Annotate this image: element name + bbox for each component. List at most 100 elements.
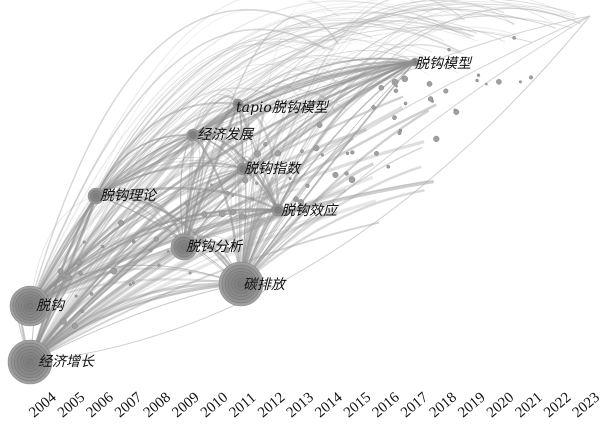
minor-keyword-node (251, 197, 255, 201)
link-arc (192, 94, 239, 136)
minor-keyword-node (392, 115, 397, 120)
keyword-node-economic-development (186, 128, 200, 142)
node-ring (186, 128, 200, 142)
link-arc (95, 194, 243, 285)
envelope-arc (29, 15, 591, 363)
link-arc (180, 134, 194, 248)
link-arc (95, 164, 244, 197)
minor-keyword-node (476, 73, 481, 77)
link-arc (183, 165, 244, 248)
link-arc (29, 168, 244, 307)
minor-keyword-node (100, 244, 105, 249)
minor-keyword-node (225, 190, 230, 196)
minor-keyword-node (74, 294, 78, 298)
node-ring (14, 345, 46, 378)
minor-keyword-node (199, 238, 205, 244)
minor-keyword-node (391, 78, 399, 86)
link-arc (29, 195, 97, 363)
link-arc (29, 28, 326, 307)
link-arc (29, 283, 242, 363)
keyword-node-tapio-model (232, 98, 244, 110)
minor-keyword-node (348, 176, 356, 183)
link-arc (183, 103, 239, 248)
year-label-2018: 2018 (427, 390, 460, 422)
link-arc (29, 9, 312, 307)
link-arc (29, 12, 459, 363)
keyword-node-decoupling-analysis (170, 233, 198, 261)
link-arc (192, 134, 279, 211)
link-arc (29, 55, 371, 363)
node-ring (93, 193, 100, 200)
year-label-2016: 2016 (369, 389, 403, 421)
link-arc (95, 195, 242, 285)
link-arc (192, 134, 279, 211)
minor-keyword-node (453, 108, 457, 112)
link-arc (235, 137, 242, 285)
node-ring (20, 352, 40, 372)
year-label-2019: 2019 (455, 390, 488, 422)
link-arc (95, 61, 416, 197)
link-arc (192, 89, 239, 136)
minor-keyword-node (258, 166, 264, 171)
node-ring (228, 271, 254, 297)
link-arc (29, 208, 279, 308)
link-arc (29, 11, 471, 363)
link-arc (240, 68, 339, 285)
link-arc (29, 0, 340, 307)
minor-keyword-node (316, 122, 323, 128)
minor-keyword-node (529, 75, 534, 80)
minor-keyword-node (149, 248, 153, 253)
minor-keyword-node (188, 271, 192, 275)
year-label-2008: 2008 (141, 390, 174, 422)
minor-keyword-node (350, 150, 355, 155)
minor-keyword-node (298, 207, 304, 213)
link-arc (183, 43, 433, 248)
link-arc (240, 189, 425, 285)
link-arc (29, 180, 428, 307)
year-label-2009: 2009 (169, 390, 202, 422)
link-arc (192, 60, 416, 137)
link-arc (29, 246, 185, 363)
link-arc (29, 134, 194, 363)
link-arc (29, 2, 444, 307)
node-ring (180, 243, 188, 251)
link-arc (240, 91, 336, 285)
minor-keyword-node (80, 309, 85, 314)
link-arc (183, 0, 505, 248)
link-arc (28, 143, 236, 364)
node-ring (15, 291, 45, 321)
minor-keyword-node (313, 145, 320, 152)
link-arc (29, 18, 445, 307)
minor-keyword-node (229, 209, 236, 216)
link-arc (240, 4, 478, 285)
minor-keyword-node (443, 88, 449, 94)
link-arc (240, 109, 430, 285)
keyword-label-decoupling-effect: 脱钩效应 (281, 203, 339, 219)
node-ring (177, 240, 191, 254)
minor-keyword-node (153, 236, 159, 242)
node-ring (235, 101, 241, 107)
link-arc (29, 246, 185, 363)
link-arc (29, 87, 302, 307)
link-arc (95, 43, 306, 197)
keyword-node-decoupling (9, 285, 51, 327)
node-ring (236, 162, 250, 176)
minor-keyword-node (64, 273, 72, 281)
node-ring (231, 274, 251, 294)
link-arc (95, 134, 194, 197)
minor-keyword-node (218, 210, 226, 218)
minor-keyword-node (427, 96, 434, 102)
link-arc (237, 103, 255, 285)
year-label-2010: 2010 (198, 390, 231, 422)
link-arc (28, 188, 347, 364)
link-arc (192, 133, 280, 211)
keyword-label-decoupling-index: 脱钩指数 (244, 161, 302, 177)
node-ring (90, 190, 102, 202)
link-arc (29, 112, 231, 307)
link-arc (29, 208, 279, 307)
link-arc (183, 60, 416, 248)
link-arc (240, 136, 296, 285)
node-ring (26, 302, 34, 310)
minor-keyword-node (71, 322, 78, 329)
keyword-node-decoupling-model (410, 57, 420, 67)
